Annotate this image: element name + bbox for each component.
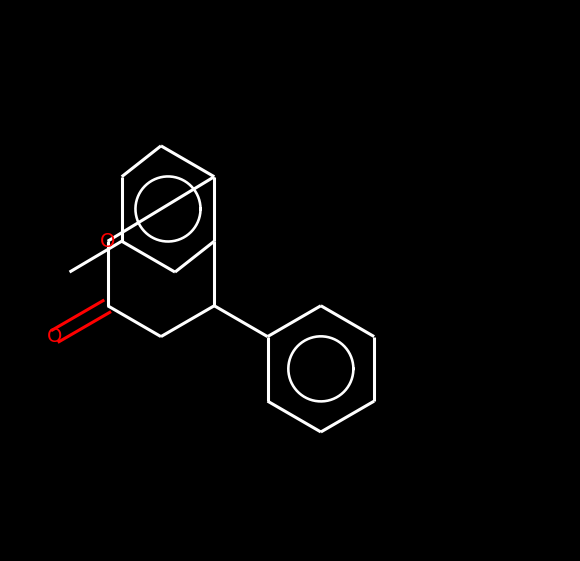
Text: O: O	[100, 232, 115, 251]
Text: O: O	[47, 327, 62, 346]
